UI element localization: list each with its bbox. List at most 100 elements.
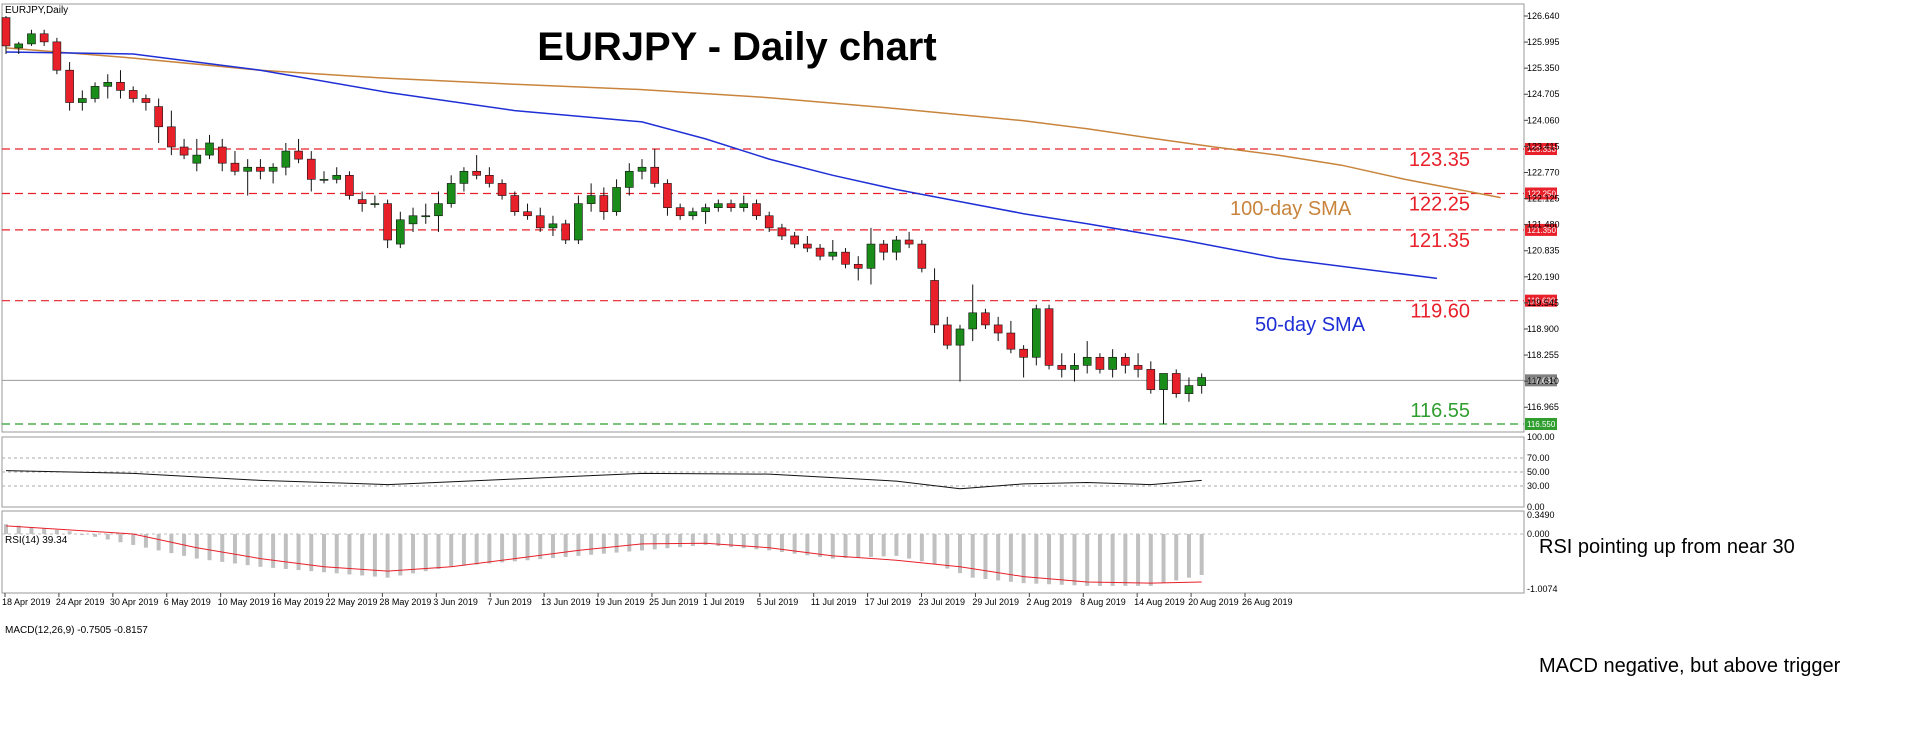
price-tick-label: 126.640 <box>1527 11 1560 21</box>
price-panel-frame <box>1 3 1525 433</box>
level-tag-bg <box>1525 223 1557 236</box>
level-tag-bg <box>1525 143 1557 156</box>
date-tick-label: 19 Jun 2019 <box>595 597 645 607</box>
macd-hist-bar <box>945 534 950 569</box>
candle-down <box>357 199 367 204</box>
macd-hist-bar <box>4 524 8 535</box>
macd-hist-bar <box>131 534 136 545</box>
candle-up <box>268 166 278 172</box>
rsi-tick-label: 50.00 <box>1527 467 1550 477</box>
macd-hist-bar <box>360 534 365 576</box>
macd-hist-bar <box>423 534 428 572</box>
macd-hist-bar <box>1047 534 1052 585</box>
candle-up <box>968 312 978 330</box>
macd-hist-bar <box>996 534 1001 581</box>
candle-up <box>408 215 418 225</box>
macd-hist-bar <box>500 534 505 563</box>
candle-down <box>154 106 163 128</box>
candle-down <box>1019 348 1028 358</box>
macd-hist-bar <box>322 534 326 573</box>
macd-hist-bar <box>767 534 772 551</box>
candle-up <box>319 179 329 181</box>
price-tick-label: 124.060 <box>1527 115 1560 125</box>
candle-down <box>535 215 545 229</box>
candle-down <box>815 247 825 257</box>
date-tick-label: 2 Aug 2019 <box>1026 597 1072 607</box>
candle-up <box>892 239 901 253</box>
macd-signal-line <box>5 525 1202 584</box>
candle-up <box>548 223 558 229</box>
macd-tick-label: -1.0074 <box>1527 584 1558 594</box>
candle-up <box>574 203 583 241</box>
macd-hist-bar <box>42 528 47 535</box>
candle-up <box>866 243 876 269</box>
sma50-line <box>5 51 1438 280</box>
candle-down <box>345 175 354 196</box>
price-tick-label: 122.125 <box>1527 194 1560 204</box>
candle-up <box>1184 385 1194 394</box>
macd-hist-bar <box>563 534 568 557</box>
macd-hist-bar <box>16 525 21 535</box>
macd-hist-bar <box>169 534 174 554</box>
macd-hist-bar <box>309 534 314 572</box>
price-tick-label: 116.965 <box>1527 402 1559 412</box>
macd-hist-bar <box>601 534 606 554</box>
candle-up <box>714 203 723 208</box>
rsi-tick-label: 30.00 <box>1527 481 1550 491</box>
macd-hist-bar <box>652 534 657 550</box>
rsi-tick-label: 70.00 <box>1527 453 1550 463</box>
date-tick-label: 17 Jul 2019 <box>865 597 912 607</box>
candle-down <box>841 251 850 265</box>
macd-hist-bar <box>143 534 148 548</box>
level-label-121.35: 121.35 <box>1409 230 1470 252</box>
candle-down <box>1057 365 1067 370</box>
macd-hist-bar <box>627 534 632 552</box>
level-label-123.35: 123.35 <box>1409 149 1470 171</box>
candle-down <box>675 207 685 217</box>
candle-down <box>217 146 227 164</box>
candle-down <box>1121 356 1130 366</box>
level-tag-text: 116.550 <box>1527 420 1556 429</box>
macd-hist-bar <box>678 534 683 548</box>
macd-hist-bar <box>1136 534 1141 586</box>
candle-up <box>1197 377 1206 386</box>
macd-hist-bar <box>754 534 759 550</box>
candle-up <box>90 86 100 99</box>
candle-up <box>421 215 431 218</box>
candle-down <box>497 183 507 196</box>
candle-down <box>726 203 736 208</box>
date-tick-label: 11 Jul 2019 <box>811 597 857 607</box>
macd-annotation: MACD negative, but above trigger <box>1539 655 1841 677</box>
macd-hist-bar <box>436 534 441 569</box>
candle-down <box>879 243 888 253</box>
macd-hist-bar <box>1072 534 1077 586</box>
candle-down <box>383 203 392 241</box>
rsi-tick-label: 0.00 <box>1527 502 1545 512</box>
candle-down <box>599 195 609 213</box>
level-tag-bg <box>1525 294 1557 307</box>
macd-hist-bar <box>894 534 899 556</box>
macd-panel-frame <box>1 510 1525 594</box>
candle-up <box>1082 356 1092 366</box>
macd-hist-bar <box>614 534 619 553</box>
macd-hist-bar <box>1097 534 1102 586</box>
candle-up <box>370 203 380 205</box>
macd-tick-label: 0.3490 <box>1527 510 1555 520</box>
candle-down <box>128 90 138 99</box>
macd-hist-bar <box>919 534 924 562</box>
sma100-label: 100-day SMA <box>1230 198 1352 220</box>
macd-hist-bar <box>67 531 72 535</box>
price-tick-label: 120.835 <box>1527 246 1560 256</box>
candle-down <box>472 170 481 176</box>
candle-down <box>230 162 240 172</box>
date-tick-label: 1 Jul 2019 <box>703 597 745 607</box>
macd-hist-bar <box>118 534 123 543</box>
macd-hist-bar <box>881 534 886 557</box>
macd-hist-bar <box>550 534 555 559</box>
candle-down <box>561 223 570 241</box>
date-tick-label: 7 Jun 2019 <box>487 597 532 607</box>
symbol-label: EURJPY,Daily <box>5 5 68 16</box>
date-tick-label: 23 Jul 2019 <box>919 597 966 607</box>
candle-up <box>739 203 749 208</box>
